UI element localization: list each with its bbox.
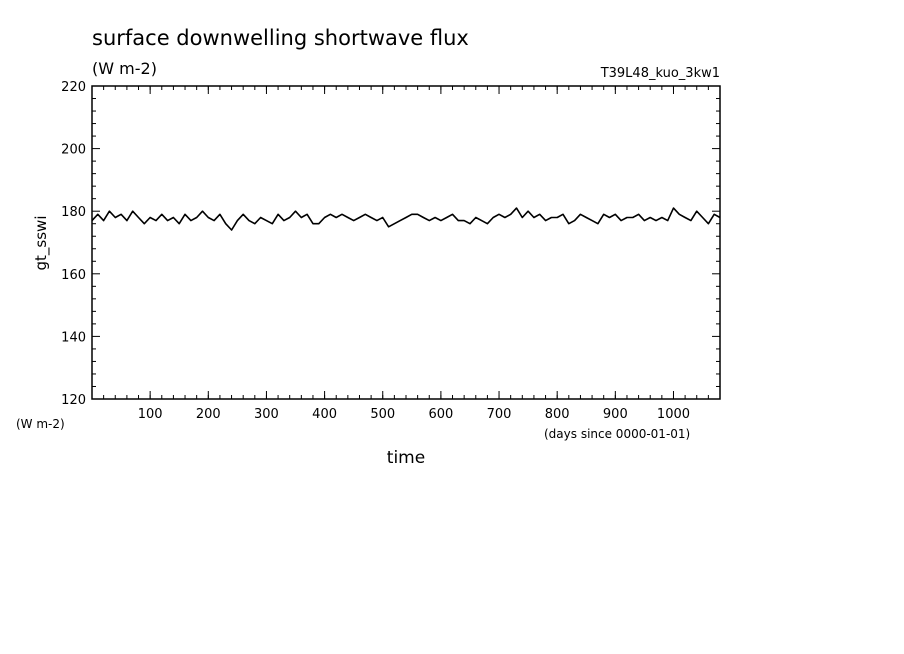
y-tick-label: 160 xyxy=(61,268,86,283)
x-tick-label: 600 xyxy=(428,407,453,422)
series-line xyxy=(91,207,721,231)
axis-ticks xyxy=(92,85,720,400)
x-tick-labels: 100 200 300 400 500 600 700 800 900 1000 xyxy=(138,407,690,422)
y-tick-label: 140 xyxy=(61,330,86,345)
y-tick-label: 180 xyxy=(61,205,86,220)
y-tick-label: 220 xyxy=(61,80,86,95)
x-axis-label: time xyxy=(387,448,425,468)
chart-title: surface downwelling shortwave flux xyxy=(92,26,469,50)
y-tick-label: 120 xyxy=(61,393,86,408)
x-tick-label: 400 xyxy=(312,407,337,422)
y-axis-unit: (W m-2) xyxy=(16,417,65,431)
series-group xyxy=(91,207,721,231)
x-tick-label: 1000 xyxy=(657,407,690,422)
run-label: T39L48_kuo_3kw1 xyxy=(600,66,720,81)
plot-frame xyxy=(91,85,721,400)
x-tick-label: 900 xyxy=(603,407,628,422)
x-tick-label: 100 xyxy=(138,407,163,422)
chart-subtitle: (W m-2) xyxy=(92,59,157,78)
y-axis-label: gt_sswi xyxy=(32,216,51,271)
x-axis-unit: (days since 0000-01-01) xyxy=(544,427,690,441)
x-tick-label: 500 xyxy=(370,407,395,422)
x-tick-label: 800 xyxy=(545,407,570,422)
x-tick-label: 700 xyxy=(487,407,512,422)
x-tick-label: 300 xyxy=(254,407,279,422)
y-tick-label: 200 xyxy=(61,143,86,158)
y-tick-labels: 120 140 160 180 200 220 xyxy=(61,80,86,408)
x-tick-label: 200 xyxy=(196,407,221,422)
